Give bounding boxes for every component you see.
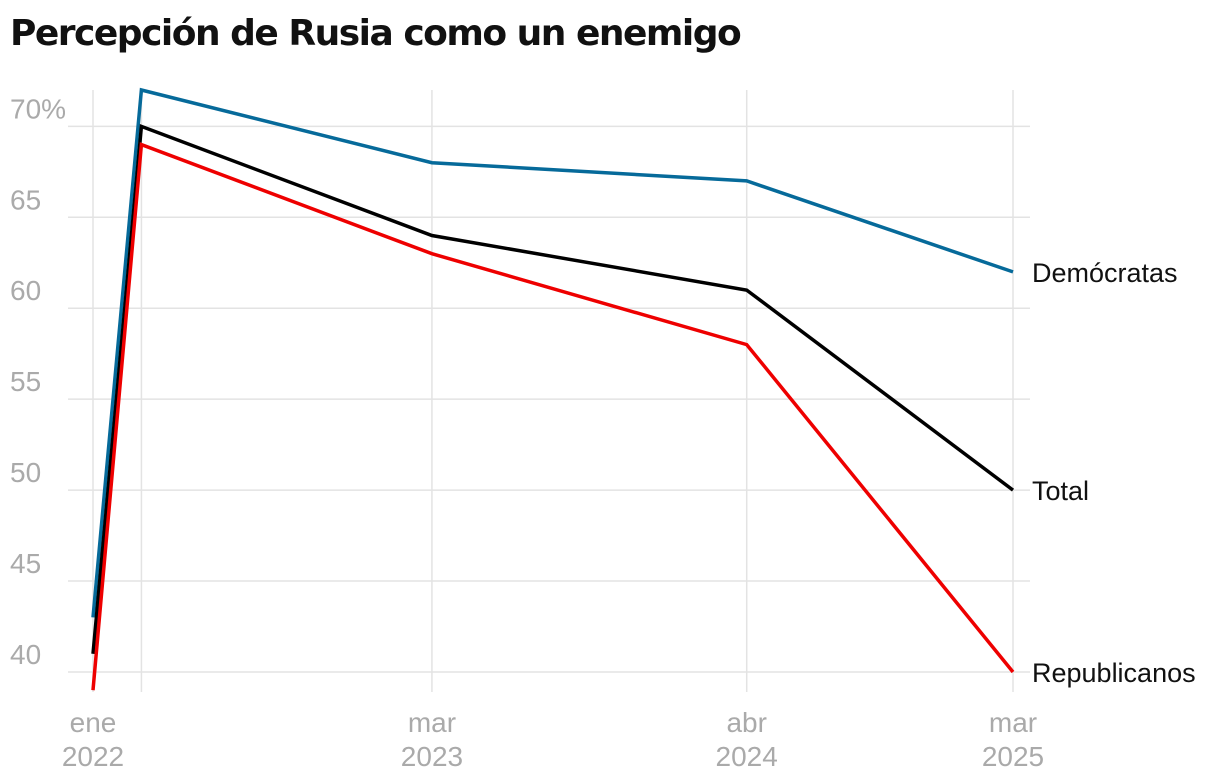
x-tick-year: 2024 [716, 741, 778, 772]
y-tick-label: 60 [10, 275, 41, 306]
vertical-gridlines [92, 90, 1014, 692]
series-label: Republicanos [1032, 658, 1196, 688]
x-tick-year: 2022 [62, 741, 124, 772]
y-tick-label: 70% [10, 93, 66, 124]
x-tick-year: 2025 [982, 741, 1044, 772]
series-labels: Demócratas Total Republicanos [1032, 258, 1196, 688]
series-label: Total [1032, 476, 1089, 506]
series-label: Demócratas [1032, 258, 1178, 288]
horizontal-gridlines [68, 125, 1030, 673]
series-line-republicanos [91, 142, 1015, 691]
y-tick-label: 65 [10, 184, 41, 215]
x-tick-month: mar [989, 707, 1037, 738]
series-line-dem-cratas [91, 87, 1014, 618]
x-tick-month: abr [726, 707, 766, 738]
series-lines [91, 87, 1015, 691]
x-tick-year: 2023 [401, 741, 463, 772]
series-line-total [91, 123, 1015, 654]
chart-title: Percepción de Rusia como un enemigo [10, 13, 742, 54]
y-tick-label: 40 [10, 639, 41, 670]
x-tick-month: ene [70, 707, 117, 738]
y-tick-label: 45 [10, 548, 41, 579]
y-tick-label: 55 [10, 366, 41, 397]
y-tick-label: 50 [10, 457, 41, 488]
y-axis-ticks: 70% 65 60 55 50 45 40 [10, 93, 66, 670]
x-tick-month: mar [408, 707, 456, 738]
